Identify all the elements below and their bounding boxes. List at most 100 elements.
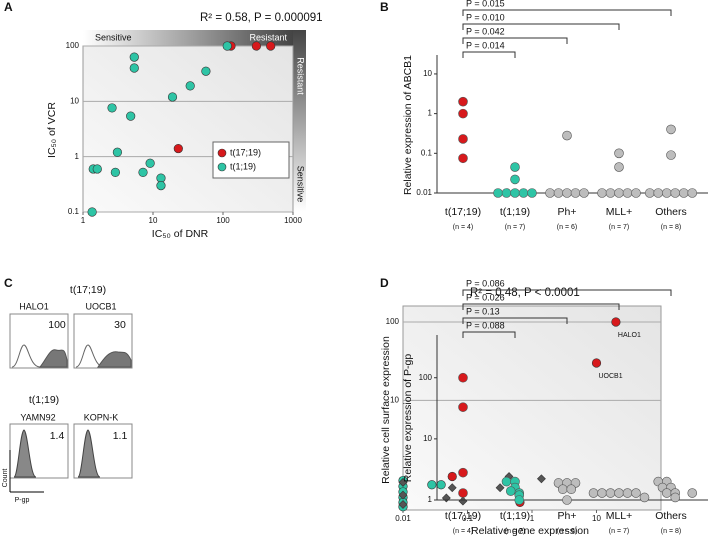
point bbox=[518, 188, 529, 198]
point bbox=[129, 52, 139, 62]
point bbox=[588, 488, 599, 498]
point bbox=[678, 188, 689, 198]
point bbox=[495, 483, 505, 493]
bracket bbox=[462, 303, 620, 310]
point bbox=[458, 488, 468, 498]
y-axis-label: Relative cell surface expression bbox=[380, 336, 392, 484]
point bbox=[614, 162, 624, 172]
panel-letter: B bbox=[380, 0, 389, 14]
x-tick-label: 1 bbox=[530, 514, 535, 523]
legend-box bbox=[212, 141, 290, 179]
y-axis-label: Relative expression of P-gp bbox=[402, 354, 414, 483]
point bbox=[251, 41, 261, 51]
flow-histograms: t(17;19) HALO1 UOCB1 100 30 t(1;19) YAMN… bbox=[2, 284, 133, 504]
point bbox=[537, 474, 546, 484]
gradient-bar bbox=[83, 30, 293, 46]
point bbox=[458, 108, 468, 119]
point bbox=[597, 488, 607, 498]
point bbox=[514, 495, 525, 505]
point bbox=[622, 488, 633, 498]
point bbox=[173, 143, 183, 154]
sample-name: YAMN92 bbox=[20, 412, 55, 422]
x-tick-label: t(17;19) bbox=[445, 206, 481, 218]
legend-label: t(1;19) bbox=[230, 161, 256, 171]
y-tick-label: 1 bbox=[428, 495, 433, 504]
point bbox=[557, 484, 568, 495]
point bbox=[510, 162, 520, 172]
bracket bbox=[462, 51, 516, 58]
point bbox=[129, 63, 139, 73]
point bbox=[614, 188, 624, 198]
point bbox=[436, 480, 446, 490]
annotation: Sensitive bbox=[296, 166, 306, 203]
annotation: Resistant bbox=[296, 57, 306, 95]
group-title: t(17;19) bbox=[70, 284, 106, 296]
histogram-sample bbox=[77, 429, 101, 478]
legend-label: t(17;19) bbox=[230, 147, 261, 157]
point bbox=[398, 500, 408, 509]
point bbox=[458, 467, 468, 478]
point bbox=[447, 471, 457, 482]
point bbox=[92, 164, 102, 174]
bracket bbox=[462, 23, 620, 30]
point bbox=[666, 150, 676, 160]
point bbox=[145, 158, 155, 168]
y-tick-label: 0.01 bbox=[416, 188, 432, 197]
p-label: P = 0.13 bbox=[466, 306, 500, 316]
y-tick-label: 100 bbox=[386, 317, 400, 326]
point bbox=[687, 188, 698, 198]
x-tick-label: 10 bbox=[149, 216, 158, 225]
bracket bbox=[462, 37, 568, 44]
panel-letter: D bbox=[380, 276, 389, 290]
y-tick-label: 1 bbox=[428, 109, 433, 118]
y-tick-label: 100 bbox=[66, 41, 80, 50]
histogram-sample bbox=[38, 349, 68, 368]
panel-letter: C bbox=[4, 276, 13, 290]
legend-marker bbox=[217, 148, 227, 158]
histogram-control bbox=[75, 344, 105, 368]
n-label: (n = 7) bbox=[505, 528, 525, 535]
n-label: (n = 7) bbox=[609, 224, 629, 231]
point bbox=[562, 130, 572, 141]
n-label: (n = 4) bbox=[453, 224, 473, 231]
point bbox=[222, 41, 232, 51]
x-tick-label: 0.01 bbox=[395, 514, 411, 523]
annotation: Resistant bbox=[249, 32, 287, 42]
x-tick-label: 1 bbox=[81, 216, 86, 225]
chart-title: R² = 0.58, P = 0.000091 bbox=[200, 12, 323, 24]
histogram-sample bbox=[97, 351, 132, 368]
y-tick-label: 100 bbox=[419, 373, 433, 382]
n-label: (n = 6) bbox=[557, 528, 577, 535]
point bbox=[87, 207, 97, 217]
point bbox=[167, 92, 178, 102]
point bbox=[527, 188, 537, 198]
n-label: (n = 8) bbox=[661, 224, 681, 231]
x-tick-label: Others bbox=[655, 206, 687, 218]
panel-letter: A bbox=[4, 0, 13, 14]
point bbox=[631, 488, 641, 498]
point bbox=[458, 134, 468, 144]
y-tick-label: 10 bbox=[70, 96, 79, 105]
n-label: (n = 8) bbox=[661, 528, 681, 535]
n-label: (n = 6) bbox=[557, 224, 577, 231]
point bbox=[666, 124, 676, 135]
annotation: Sensitive bbox=[95, 32, 132, 42]
sample-name: HALO1 bbox=[19, 301, 49, 311]
point bbox=[653, 188, 664, 198]
point bbox=[670, 492, 681, 503]
histogram-control bbox=[11, 344, 41, 368]
point bbox=[631, 188, 641, 198]
point bbox=[112, 147, 122, 157]
point bbox=[510, 174, 520, 185]
point bbox=[398, 490, 408, 500]
point bbox=[545, 188, 555, 198]
point bbox=[687, 488, 698, 498]
sample-name: KOPN-K bbox=[84, 412, 119, 422]
point bbox=[611, 317, 621, 327]
p-label: P = 0.086 bbox=[466, 278, 505, 288]
point bbox=[458, 153, 468, 164]
bracket bbox=[462, 317, 568, 324]
point bbox=[505, 486, 516, 496]
y-tick-label: 10 bbox=[390, 396, 399, 405]
